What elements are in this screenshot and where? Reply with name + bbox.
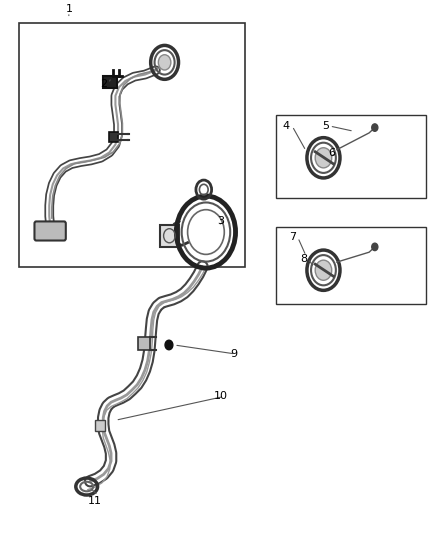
- Circle shape: [315, 260, 332, 280]
- FancyBboxPatch shape: [95, 420, 106, 431]
- Circle shape: [315, 148, 332, 168]
- FancyBboxPatch shape: [138, 337, 150, 350]
- Text: 10: 10: [214, 391, 228, 401]
- FancyBboxPatch shape: [109, 132, 118, 142]
- Text: 4: 4: [283, 121, 290, 131]
- Text: 11: 11: [88, 496, 102, 506]
- Text: 5: 5: [322, 121, 329, 131]
- Text: 9: 9: [231, 349, 238, 359]
- Text: 2: 2: [100, 78, 107, 88]
- Circle shape: [372, 124, 378, 131]
- FancyBboxPatch shape: [35, 221, 66, 240]
- FancyBboxPatch shape: [19, 22, 245, 266]
- Text: 7: 7: [290, 232, 297, 243]
- Text: 8: 8: [300, 254, 307, 263]
- Text: 3: 3: [218, 216, 225, 227]
- FancyBboxPatch shape: [276, 115, 426, 198]
- FancyBboxPatch shape: [160, 224, 179, 247]
- Text: 6: 6: [328, 148, 336, 158]
- FancyBboxPatch shape: [103, 76, 117, 88]
- FancyBboxPatch shape: [276, 227, 426, 304]
- Circle shape: [165, 340, 173, 350]
- Circle shape: [158, 55, 171, 70]
- Text: 1: 1: [65, 4, 72, 14]
- Circle shape: [372, 243, 378, 251]
